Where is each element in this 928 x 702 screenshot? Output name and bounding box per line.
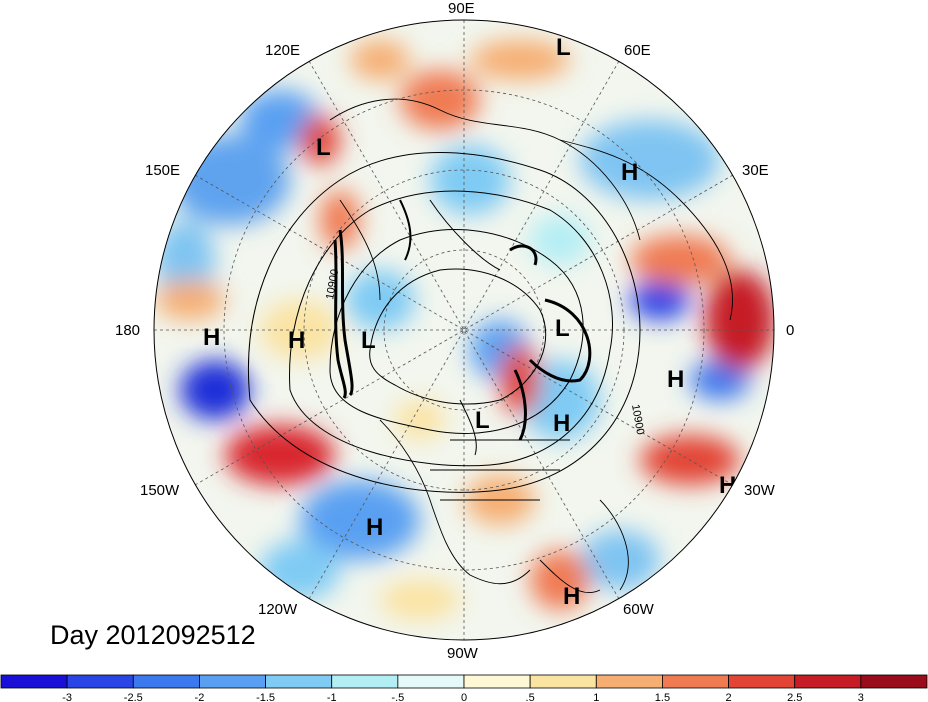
lon-label-150w: 150W bbox=[140, 482, 180, 499]
pressure-center: H bbox=[203, 324, 220, 351]
contour-label-east: 10900 bbox=[629, 403, 646, 435]
colorbar-tick-label: 2 bbox=[726, 692, 732, 702]
graticule bbox=[154, 20, 774, 640]
colorbar-labels: -3 -2.5 -2 -1.5 -1 -.5 0 .5 1 1.5 2 2.5 3 bbox=[62, 692, 864, 702]
lon-label-60e: 60E bbox=[624, 42, 651, 59]
lon-label-60w: 60W bbox=[623, 601, 655, 618]
colorbar-box bbox=[860, 674, 928, 689]
colorbar-tick-label: -2 bbox=[195, 692, 205, 702]
pressure-center: L bbox=[475, 407, 490, 434]
colorbar-tick-label: -1 bbox=[327, 692, 337, 702]
colorbar-box bbox=[132, 674, 200, 689]
colorbar-box bbox=[794, 674, 862, 689]
lon-label-0: 0 bbox=[786, 322, 794, 339]
colorbar-box bbox=[199, 674, 266, 689]
colorbar-box bbox=[265, 674, 333, 689]
lon-label-30e: 30E bbox=[742, 162, 769, 179]
pressure-center: L bbox=[316, 134, 331, 161]
colorbar-tick-label: -2.5 bbox=[124, 692, 143, 702]
pressure-center: L bbox=[556, 34, 571, 61]
coastlines bbox=[329, 98, 733, 594]
colorbar-boxes bbox=[0, 674, 928, 689]
longitude-labels: 90E 60E 30E 0 30W 60W 90W 120W 150W 180 … bbox=[115, 0, 794, 662]
colorbar-box bbox=[728, 674, 796, 689]
height-contours bbox=[247, 152, 641, 493]
lon-label-180: 180 bbox=[115, 322, 140, 339]
colorbar-box bbox=[0, 674, 68, 689]
colorbar-box bbox=[397, 674, 465, 689]
pressure-center: H bbox=[719, 472, 736, 499]
lon-label-120w: 120W bbox=[258, 601, 298, 618]
pressure-center: L bbox=[555, 315, 570, 342]
pressure-center: H bbox=[366, 514, 383, 541]
polar-stereographic-map: 10900 10900 L L H H H L L H L H H H H 90… bbox=[115, 0, 794, 662]
lon-label-90e: 90E bbox=[448, 0, 475, 17]
colorbar-box bbox=[66, 674, 134, 689]
colorbar-box bbox=[331, 674, 399, 689]
colorbar-tick-label: 1 bbox=[593, 692, 599, 702]
lon-label-150e: 150E bbox=[145, 162, 180, 179]
pressure-center: H bbox=[667, 366, 684, 393]
lon-label-90w: 90W bbox=[447, 645, 479, 662]
pressure-center: H bbox=[288, 327, 305, 354]
colorbar-box bbox=[595, 674, 663, 689]
pressure-center: H bbox=[553, 410, 570, 437]
colorbar: -3 -2.5 -2 -1.5 -1 -.5 0 .5 1 1.5 2 2.5 3 bbox=[0, 674, 928, 702]
colorbar-tick-label: 0 bbox=[461, 692, 467, 702]
colorbar-tick-label: 2.5 bbox=[787, 692, 802, 702]
pressure-center: L bbox=[361, 327, 376, 354]
colorbar-tick-label: 3 bbox=[858, 692, 864, 702]
anomaly-field: 10900 10900 L L H H H L L H L H H H H bbox=[154, 20, 774, 640]
map-title: Day 2012092512 bbox=[50, 620, 256, 650]
pressure-center: H bbox=[621, 159, 638, 186]
lon-label-120e: 120E bbox=[265, 42, 300, 59]
colorbar-tick-label: -1.5 bbox=[256, 692, 275, 702]
colorbar-tick-label: .5 bbox=[526, 692, 535, 702]
colorbar-box bbox=[463, 674, 531, 689]
colorbar-tick-label: 1.5 bbox=[655, 692, 670, 702]
colorbar-box bbox=[662, 674, 729, 689]
lon-label-30w: 30W bbox=[744, 482, 776, 499]
pressure-centers: L L H H H L L H L H H H H bbox=[203, 34, 736, 610]
map-boundary bbox=[153, 19, 775, 641]
colorbar-tick-label: -.5 bbox=[391, 692, 404, 702]
contour-label-west: 10900 bbox=[324, 268, 341, 300]
colorbar-box bbox=[529, 674, 597, 689]
colorbar-tick-label: -3 bbox=[62, 692, 72, 702]
pressure-center: H bbox=[563, 583, 580, 610]
